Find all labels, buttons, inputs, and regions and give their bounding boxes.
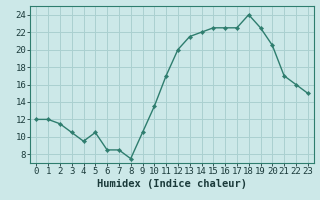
X-axis label: Humidex (Indice chaleur): Humidex (Indice chaleur) <box>97 179 247 189</box>
